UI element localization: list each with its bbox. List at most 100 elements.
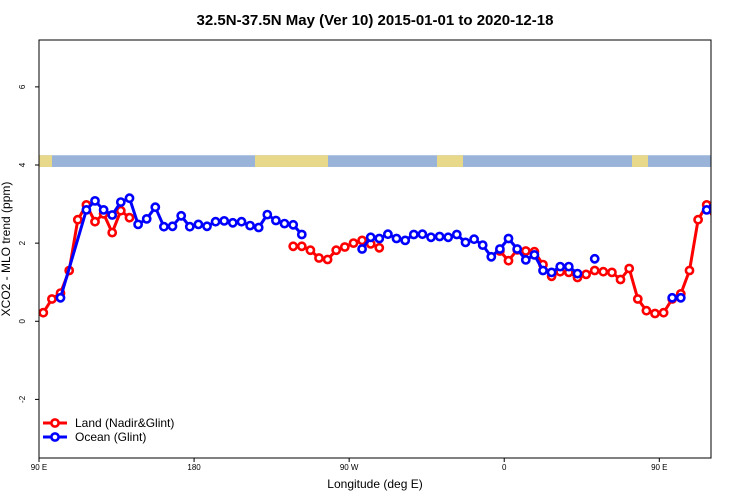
x-tick-label: 0 xyxy=(502,463,507,472)
data-point xyxy=(210,216,221,227)
data-point xyxy=(710,219,711,225)
data-point xyxy=(348,238,359,248)
strip-land-band xyxy=(437,155,463,167)
data-point xyxy=(684,265,695,276)
data-point xyxy=(746,214,750,221)
data-point xyxy=(538,265,548,276)
data-point xyxy=(98,204,109,215)
data-point xyxy=(563,261,574,272)
data-point xyxy=(520,246,531,256)
data-point xyxy=(296,241,307,252)
y-tick-label: 2 xyxy=(18,240,27,245)
data-point xyxy=(115,205,126,216)
data-point xyxy=(81,204,92,215)
data-point xyxy=(382,229,393,240)
strip-land-band xyxy=(632,155,648,167)
data-point xyxy=(270,215,281,226)
x-tick-label: 90 W xyxy=(340,463,359,472)
data-point xyxy=(158,221,169,232)
data-point xyxy=(503,255,514,266)
data-point xyxy=(624,263,635,274)
legend-entry: Ocean (Glint) xyxy=(43,430,146,444)
data-point xyxy=(39,307,49,318)
data-point xyxy=(305,245,316,256)
chart-title: 32.5N-37.5N May (Ver 10) 2015-01-01 to 2… xyxy=(197,12,554,29)
data-point xyxy=(184,221,195,232)
x-tick-label: 90 E xyxy=(651,463,667,472)
data-point xyxy=(202,221,212,232)
data-point xyxy=(262,209,273,220)
series-ocean xyxy=(55,193,750,303)
legend-label: Land (Nadir&Glint) xyxy=(75,416,174,430)
data-point xyxy=(245,220,255,231)
legend-label: Ocean (Glint) xyxy=(75,430,146,444)
data-point xyxy=(288,219,299,230)
data-point xyxy=(710,198,711,204)
series-layer xyxy=(39,193,750,319)
data-point xyxy=(227,217,238,228)
data-point xyxy=(675,292,686,303)
data-point xyxy=(357,244,367,254)
data-point xyxy=(374,233,385,244)
data-point xyxy=(236,216,247,227)
data-point xyxy=(729,229,736,236)
data-point xyxy=(693,214,703,225)
data-point xyxy=(632,294,643,304)
data-point xyxy=(529,249,540,260)
data-point xyxy=(667,292,678,303)
data-point xyxy=(581,269,591,280)
data-point xyxy=(451,229,462,240)
series-line xyxy=(705,203,711,211)
x-axis-label: Longitude (deg E) xyxy=(327,477,422,491)
y-tick-label: 6 xyxy=(18,84,27,89)
x-tick-label: 180 xyxy=(187,463,201,472)
data-point xyxy=(512,244,523,254)
data-point xyxy=(176,210,187,221)
data-point xyxy=(460,237,471,248)
data-point xyxy=(434,231,445,242)
data-point xyxy=(253,222,264,233)
data-point xyxy=(55,292,66,303)
data-point xyxy=(331,245,342,256)
legend-swatch-marker xyxy=(50,418,60,428)
land-ocean-strip xyxy=(39,155,711,167)
data-point xyxy=(720,210,727,217)
data-point xyxy=(546,267,557,278)
legend-swatch-marker xyxy=(50,432,60,442)
data-point xyxy=(124,193,135,204)
data-point xyxy=(607,267,617,278)
data-point xyxy=(107,210,118,220)
data-point xyxy=(426,232,436,243)
data-point xyxy=(167,221,178,232)
data-point xyxy=(339,242,350,252)
data-point xyxy=(357,235,367,246)
data-point xyxy=(150,202,161,213)
y-tick-label: 4 xyxy=(18,162,27,167)
plot-frame xyxy=(38,39,712,459)
strip-land-band xyxy=(39,155,52,167)
data-point xyxy=(494,244,505,254)
data-point xyxy=(141,213,152,224)
data-point xyxy=(193,219,204,230)
data-point xyxy=(408,229,419,240)
data-point xyxy=(374,242,385,253)
data-point xyxy=(443,232,454,243)
data-point xyxy=(650,308,660,319)
data-point xyxy=(115,197,126,207)
data-point xyxy=(417,229,428,240)
data-point xyxy=(658,307,669,318)
data-point xyxy=(589,253,600,264)
data-point xyxy=(391,233,402,244)
data-point xyxy=(555,261,566,272)
data-point xyxy=(288,241,299,252)
data-point xyxy=(279,218,290,229)
data-point xyxy=(729,211,736,218)
data-point xyxy=(641,305,652,316)
strip-ocean xyxy=(39,155,711,167)
data-point xyxy=(90,216,100,227)
y-axis: -2 0 2 4 6 xyxy=(18,84,39,403)
y-tick-label: 0 xyxy=(18,318,27,323)
data-point xyxy=(107,227,118,238)
data-point xyxy=(746,195,750,202)
